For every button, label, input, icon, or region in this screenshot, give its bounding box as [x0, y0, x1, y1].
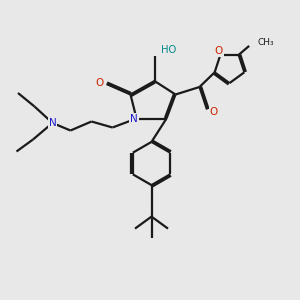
Text: O: O [96, 77, 104, 88]
Text: O: O [209, 107, 218, 117]
Text: N: N [49, 118, 56, 128]
Text: HO: HO [161, 45, 176, 55]
Text: N: N [130, 113, 138, 124]
Text: O: O [215, 46, 223, 56]
Text: CH₃: CH₃ [258, 38, 274, 47]
